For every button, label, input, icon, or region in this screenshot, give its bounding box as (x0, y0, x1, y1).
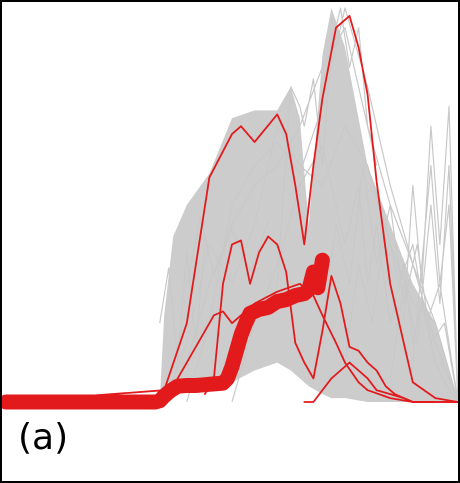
background-series-0 (163, 125, 458, 403)
highlight-outline-series-1 (203, 235, 437, 403)
highlight-series-layer (2, 14, 458, 410)
background-series-3 (231, 145, 458, 403)
highlight-mean-series (2, 252, 330, 410)
background-series-4 (321, 165, 458, 403)
background-series-8 (412, 165, 458, 403)
panel-label: (a) (18, 417, 69, 458)
background-series-5 (344, 224, 458, 403)
highlight-outline-series-3 (303, 361, 458, 403)
background-series-10 (276, 78, 323, 284)
background-series-11 (186, 216, 269, 284)
background-series-7 (403, 105, 458, 403)
highlight-outline-series-0 (5, 14, 458, 403)
background-series-6 (389, 165, 458, 403)
background-series-12 (159, 244, 206, 364)
